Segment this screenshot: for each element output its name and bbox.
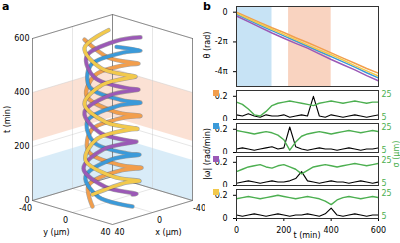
svg-text:-40: -40 <box>193 204 205 213</box>
svg-text:5: 5 <box>382 113 387 121</box>
svg-text:5: 5 <box>382 212 387 221</box>
svg-text:0.2: 0.2 <box>214 124 228 134</box>
svg-text:5: 5 <box>382 179 387 187</box>
svg-text:0: 0 <box>63 216 68 225</box>
svg-text:-2π: -2π <box>215 37 228 46</box>
html-text:σ (μm): σ (μm) <box>391 140 400 168</box>
svg-text:-4π: -4π <box>215 67 228 76</box>
svg-text:200: 200 <box>276 226 291 235</box>
svg-text:0: 0 <box>157 216 162 225</box>
svg-text:25: 25 <box>382 123 392 132</box>
svg-text:5: 5 <box>382 146 387 154</box>
svg-text:0.2: 0.2 <box>214 91 228 101</box>
svg-text:200: 200 <box>14 142 29 151</box>
svg-text:25: 25 <box>382 90 392 99</box>
svg-text:t (min): t (min) <box>3 106 12 133</box>
svg-text:0.2: 0.2 <box>214 190 228 200</box>
svg-text:x (μm): x (μm) <box>155 228 181 237</box>
svg-text:400: 400 <box>324 226 339 235</box>
html-text:b: b <box>203 0 211 13</box>
svg-text:0: 0 <box>222 148 227 154</box>
html-text:|ω| (rad/min): |ω| (rad/min) <box>202 128 212 180</box>
svg-text:0: 0 <box>222 115 227 121</box>
svg-text:-40: -40 <box>19 204 32 213</box>
svg-text:y (μm): y (μm) <box>43 228 69 237</box>
svg-text:600: 600 <box>14 34 29 43</box>
svg-text:0: 0 <box>24 196 30 206</box>
svg-text:25: 25 <box>382 189 392 198</box>
svg-text:0.2: 0.2 <box>214 157 228 167</box>
svg-text:25: 25 <box>382 156 392 165</box>
html-text:t (min): t (min) <box>293 230 321 240</box>
svg-text:600: 600 <box>371 226 386 235</box>
svg-text:0: 0 <box>234 226 239 235</box>
svg-text:400: 400 <box>14 88 29 97</box>
svg-text:40: 40 <box>114 228 124 237</box>
svg-text:0: 0 <box>222 181 227 187</box>
svg-text:0: 0 <box>222 214 227 223</box>
svg-text:40: 40 <box>100 228 110 237</box>
html-text:a: a <box>2 0 10 13</box>
svg-text:0: 0 <box>222 8 227 17</box>
html-text:θ (rad): θ (rad) <box>202 31 212 59</box>
